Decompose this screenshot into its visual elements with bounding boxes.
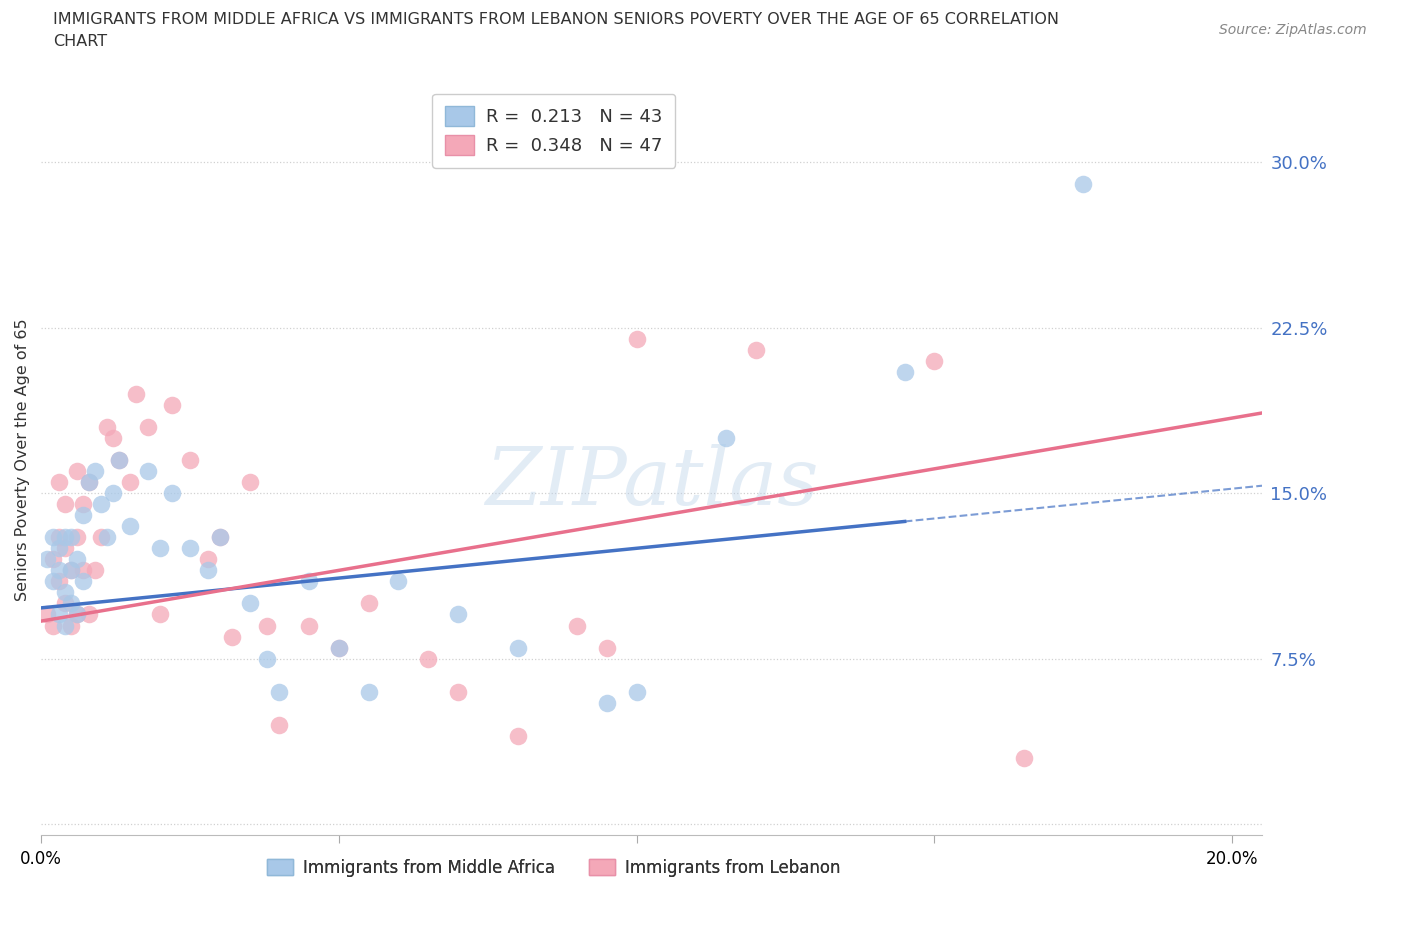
Point <box>357 684 380 699</box>
Point <box>66 607 89 622</box>
Point <box>506 640 529 655</box>
Point <box>53 497 76 512</box>
Point <box>1012 751 1035 765</box>
Text: CHART: CHART <box>53 34 107 49</box>
Point <box>77 474 100 489</box>
Point <box>565 618 588 633</box>
Point <box>328 640 350 655</box>
Point <box>136 463 159 478</box>
Point <box>387 574 409 589</box>
Point <box>160 397 183 412</box>
Point <box>714 431 737 445</box>
Text: Source: ZipAtlas.com: Source: ZipAtlas.com <box>1219 23 1367 37</box>
Point <box>96 419 118 434</box>
Point <box>59 530 82 545</box>
Point <box>48 530 70 545</box>
Point <box>447 684 470 699</box>
Point <box>96 530 118 545</box>
Point <box>59 563 82 578</box>
Point <box>72 574 94 589</box>
Text: ZIPatlas: ZIPatlas <box>485 444 818 521</box>
Point <box>298 574 321 589</box>
Point <box>125 386 148 401</box>
Point <box>48 563 70 578</box>
Point <box>42 618 65 633</box>
Point <box>626 331 648 346</box>
Point <box>48 541 70 556</box>
Point <box>208 530 231 545</box>
Point <box>53 585 76 600</box>
Text: IMMIGRANTS FROM MIDDLE AFRICA VS IMMIGRANTS FROM LEBANON SENIORS POVERTY OVER TH: IMMIGRANTS FROM MIDDLE AFRICA VS IMMIGRA… <box>53 12 1060 27</box>
Point <box>269 684 291 699</box>
Point <box>35 607 58 622</box>
Point <box>53 530 76 545</box>
Point <box>83 463 105 478</box>
Point <box>179 541 201 556</box>
Y-axis label: Seniors Poverty Over the Age of 65: Seniors Poverty Over the Age of 65 <box>15 319 30 602</box>
Point <box>72 563 94 578</box>
Point <box>418 651 440 666</box>
Point <box>357 596 380 611</box>
Point <box>59 596 82 611</box>
Point <box>72 497 94 512</box>
Point <box>745 342 768 357</box>
Point <box>48 474 70 489</box>
Point <box>238 596 260 611</box>
Point <box>59 563 82 578</box>
Point <box>149 607 172 622</box>
Point <box>53 596 76 611</box>
Point <box>447 607 470 622</box>
Point <box>53 541 76 556</box>
Point <box>77 607 100 622</box>
Point <box>256 651 278 666</box>
Point <box>256 618 278 633</box>
Point <box>107 453 129 468</box>
Point <box>35 551 58 566</box>
Point <box>596 640 619 655</box>
Point <box>90 497 112 512</box>
Point <box>59 618 82 633</box>
Point <box>197 551 219 566</box>
Point <box>924 353 946 368</box>
Point <box>269 717 291 732</box>
Point <box>120 519 142 534</box>
Legend: Immigrants from Middle Africa, Immigrants from Lebanon: Immigrants from Middle Africa, Immigrant… <box>260 852 848 883</box>
Point <box>66 463 89 478</box>
Point <box>66 530 89 545</box>
Point <box>83 563 105 578</box>
Point <box>1073 177 1095 192</box>
Point <box>626 684 648 699</box>
Point <box>197 563 219 578</box>
Point <box>160 485 183 500</box>
Point <box>298 618 321 633</box>
Point <box>149 541 172 556</box>
Point <box>90 530 112 545</box>
Point <box>66 551 89 566</box>
Point <box>328 640 350 655</box>
Point <box>72 508 94 523</box>
Point <box>238 474 260 489</box>
Point <box>48 574 70 589</box>
Point <box>107 453 129 468</box>
Point <box>506 728 529 743</box>
Point <box>42 574 65 589</box>
Point <box>101 485 124 500</box>
Point <box>893 365 915 379</box>
Point <box>101 431 124 445</box>
Point <box>66 607 89 622</box>
Point <box>221 629 243 644</box>
Point <box>42 551 65 566</box>
Point <box>48 607 70 622</box>
Point <box>136 419 159 434</box>
Point <box>179 453 201 468</box>
Point <box>208 530 231 545</box>
Point <box>77 474 100 489</box>
Point <box>120 474 142 489</box>
Point <box>42 530 65 545</box>
Point <box>596 696 619 711</box>
Point <box>53 618 76 633</box>
